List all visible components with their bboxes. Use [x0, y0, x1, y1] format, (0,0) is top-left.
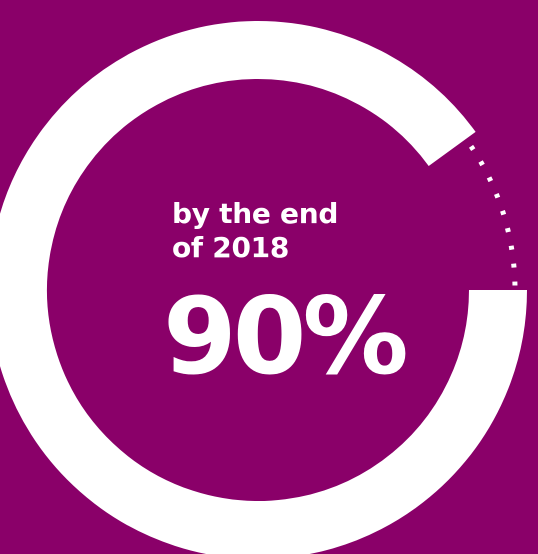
percent-value: 90% — [163, 275, 409, 398]
caption-line-2: of 2018 — [172, 231, 289, 264]
caption: by the end of 2018 — [172, 197, 338, 265]
ring-remaining-arc — [468, 144, 518, 286]
ring-filled-arc — [0, 21, 527, 554]
caption-line-1: by the end — [172, 197, 339, 230]
